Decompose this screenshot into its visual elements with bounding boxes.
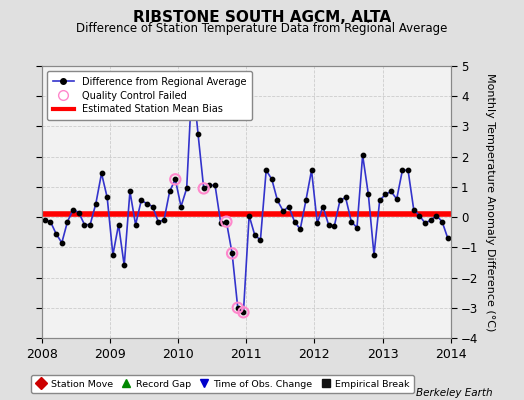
Point bbox=[108, 252, 117, 258]
Point bbox=[296, 226, 304, 232]
Point bbox=[336, 197, 344, 204]
Point bbox=[137, 197, 146, 204]
Text: Difference of Station Temperature Data from Regional Average: Difference of Station Temperature Data f… bbox=[77, 22, 447, 35]
Point bbox=[239, 309, 248, 316]
Point bbox=[274, 197, 282, 204]
Point bbox=[330, 223, 339, 229]
Point bbox=[177, 203, 185, 210]
Point bbox=[114, 222, 123, 228]
Point bbox=[421, 220, 429, 226]
Point bbox=[319, 203, 327, 210]
Point bbox=[324, 222, 333, 228]
Point bbox=[143, 200, 151, 207]
Point bbox=[370, 252, 378, 258]
Point bbox=[182, 185, 191, 192]
Point bbox=[200, 185, 208, 192]
Point bbox=[387, 188, 395, 195]
Point bbox=[410, 206, 418, 213]
Point bbox=[358, 152, 367, 158]
Point bbox=[154, 218, 162, 225]
Legend: Station Move, Record Gap, Time of Obs. Change, Empirical Break: Station Move, Record Gap, Time of Obs. C… bbox=[31, 375, 414, 393]
Point bbox=[444, 235, 452, 242]
Point bbox=[222, 218, 231, 225]
Point bbox=[74, 209, 83, 216]
Point bbox=[97, 170, 106, 176]
Point bbox=[245, 212, 253, 219]
Point bbox=[103, 194, 112, 201]
Point bbox=[234, 304, 242, 311]
Point bbox=[364, 191, 373, 198]
Point bbox=[228, 250, 236, 256]
Point bbox=[200, 185, 208, 192]
Point bbox=[58, 240, 66, 246]
Point bbox=[342, 194, 350, 201]
Point bbox=[63, 218, 72, 225]
Point bbox=[353, 224, 361, 231]
Point bbox=[148, 203, 157, 210]
Point bbox=[285, 203, 293, 210]
Y-axis label: Monthly Temperature Anomaly Difference (°C): Monthly Temperature Anomaly Difference (… bbox=[485, 73, 495, 331]
Point bbox=[308, 167, 316, 174]
Point bbox=[262, 167, 270, 174]
Point bbox=[438, 218, 446, 225]
Text: Berkeley Earth: Berkeley Earth bbox=[416, 388, 493, 398]
Point bbox=[415, 212, 423, 219]
Point bbox=[290, 218, 299, 225]
Point bbox=[268, 176, 276, 182]
Point bbox=[404, 167, 412, 174]
Point bbox=[120, 262, 128, 269]
Point bbox=[46, 218, 54, 225]
Point bbox=[166, 188, 174, 195]
Point bbox=[40, 217, 49, 223]
Point bbox=[205, 182, 214, 188]
Point bbox=[216, 220, 225, 226]
Point bbox=[381, 191, 389, 198]
Point bbox=[313, 220, 321, 226]
Point bbox=[194, 131, 202, 137]
Point bbox=[92, 200, 100, 207]
Point bbox=[160, 217, 168, 223]
Point bbox=[80, 222, 89, 228]
Text: RIBSTONE SOUTH AGCM, ALTA: RIBSTONE SOUTH AGCM, ALTA bbox=[133, 10, 391, 25]
Point bbox=[188, 73, 196, 80]
Point bbox=[52, 230, 60, 237]
Point bbox=[239, 309, 248, 316]
Point bbox=[279, 208, 287, 214]
Point bbox=[392, 196, 401, 202]
Legend: Difference from Regional Average, Quality Control Failed, Estimated Station Mean: Difference from Regional Average, Qualit… bbox=[47, 71, 252, 120]
Point bbox=[211, 182, 219, 188]
Point bbox=[171, 176, 180, 182]
Point bbox=[398, 167, 407, 174]
Point bbox=[432, 212, 441, 219]
Point bbox=[250, 232, 259, 238]
Point bbox=[228, 250, 236, 256]
Point bbox=[347, 218, 355, 225]
Point bbox=[86, 222, 94, 228]
Point bbox=[256, 236, 265, 243]
Point bbox=[171, 176, 180, 182]
Point bbox=[234, 304, 242, 311]
Point bbox=[222, 218, 231, 225]
Point bbox=[376, 197, 384, 204]
Point bbox=[427, 217, 435, 223]
Point bbox=[132, 222, 140, 228]
Point bbox=[69, 206, 78, 213]
Point bbox=[302, 197, 310, 204]
Point bbox=[126, 188, 134, 195]
